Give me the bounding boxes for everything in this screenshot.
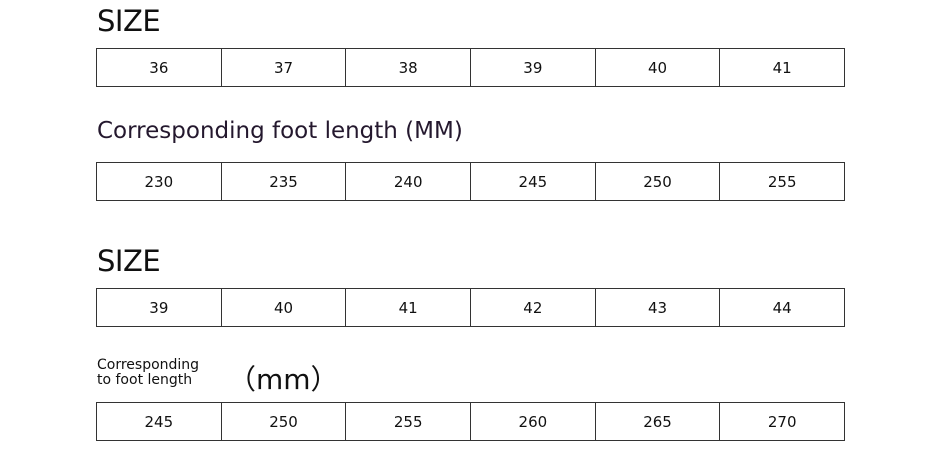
table-cell: 245	[97, 403, 222, 440]
table-cell: 43	[596, 289, 721, 326]
table-cell: 250	[596, 163, 721, 200]
foot-length-heading-line2: to foot length	[97, 372, 193, 388]
table-cell: 255	[767, 172, 797, 191]
table-cell: 36	[97, 49, 222, 86]
table-cell: 245	[471, 163, 596, 200]
table-cell: 270	[767, 412, 797, 431]
table-cell: 38	[346, 49, 472, 86]
table-cell: 39	[471, 49, 596, 86]
table-cell: 40	[596, 49, 721, 86]
table-cell: 250	[222, 403, 347, 440]
size-table-2: 39 40 41 42 43 44	[96, 288, 845, 327]
foot-length-table-2: 245 250 255 260 265 270	[96, 402, 845, 441]
table-cell: 230	[97, 163, 222, 200]
unit-label: （mm）	[228, 363, 339, 396]
table-cell: 260	[471, 403, 596, 440]
foot-length-table-1: 230 235 240 245 250 255	[96, 162, 845, 201]
size-heading-1: SIZE	[97, 4, 161, 38]
table-cell: 41	[346, 289, 472, 326]
size-heading-2: SIZE	[97, 244, 161, 278]
table-cell: 37	[222, 49, 347, 86]
table-cell: 240	[346, 163, 472, 200]
foot-length-heading-2: Corresponding to foot length	[97, 358, 199, 388]
size-table-1: 36 37 38 39 40 41	[96, 48, 845, 87]
table-cell: 44	[772, 298, 792, 317]
table-cell: 40	[222, 289, 347, 326]
table-cell: 42	[471, 289, 596, 326]
foot-length-heading-1: Corresponding foot length (MM)	[97, 118, 463, 144]
table-cell: 255	[346, 403, 472, 440]
foot-length-heading-line1: Corresponding	[97, 357, 200, 373]
table-cell: 41	[772, 58, 792, 77]
table-cell: 265	[596, 403, 721, 440]
table-cell: 39	[97, 289, 222, 326]
table-cell: 235	[222, 163, 347, 200]
